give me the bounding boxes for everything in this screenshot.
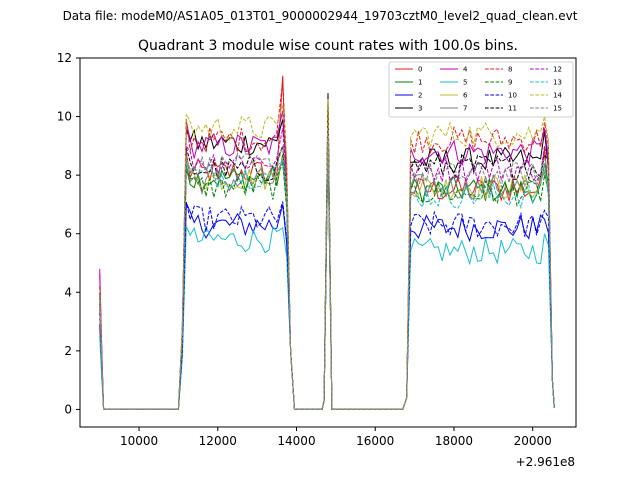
legend-label-8: 8 — [508, 66, 512, 74]
legend-label-4: 4 — [463, 66, 468, 74]
y-tick-label: 2 — [64, 344, 72, 358]
y-tick-label: 12 — [57, 51, 72, 65]
y-tick-label: 6 — [64, 227, 72, 241]
x-axis: 10000 12000 14000 16000 18000 20000 — [120, 427, 552, 448]
series-line-14 — [99, 98, 555, 410]
y-tick-label: 4 — [64, 285, 72, 299]
axes-frame — [79, 57, 577, 428]
legend-label-10: 10 — [508, 92, 517, 100]
x-tick-label: 20000 — [514, 434, 552, 448]
y-axis: 0 2 4 6 8 10 12 — [57, 51, 80, 416]
legend-label-7: 7 — [463, 105, 467, 113]
plot-area — [99, 75, 555, 410]
x-tick-label: 18000 — [435, 434, 473, 448]
y-tick-label: 8 — [64, 168, 72, 182]
legend-label-9: 9 — [508, 79, 512, 87]
x-offset-label: +2.961e8 — [516, 455, 575, 469]
x-tick-label: 16000 — [356, 434, 394, 448]
legend-label-6: 6 — [463, 92, 468, 100]
x-tick-label: 10000 — [120, 434, 158, 448]
legend-label-12: 12 — [553, 66, 562, 74]
legend-label-15: 15 — [553, 105, 562, 113]
legend-label-3: 3 — [418, 105, 422, 113]
legend-label-1: 1 — [418, 79, 422, 87]
x-tick-label: 12000 — [199, 434, 237, 448]
y-tick-label: 10 — [57, 110, 72, 124]
x-tick-label: 14000 — [277, 434, 315, 448]
legend-label-2: 2 — [418, 92, 422, 100]
legend-box — [388, 61, 574, 118]
chart-title: Quadrant 3 module wise count rates with … — [138, 38, 518, 54]
series-line-8 — [99, 81, 555, 410]
legend-label-5: 5 — [463, 79, 467, 87]
legend-label-13: 13 — [553, 79, 562, 87]
legend-label-0: 0 — [418, 66, 422, 74]
series-line-15 — [99, 131, 555, 410]
figure-suptitle: Data file: modeM0/AS1A05_013T01_90000029… — [63, 9, 578, 23]
y-tick-label: 0 — [64, 402, 72, 416]
legend-label-11: 11 — [508, 105, 517, 113]
legend-label-14: 14 — [553, 92, 562, 100]
